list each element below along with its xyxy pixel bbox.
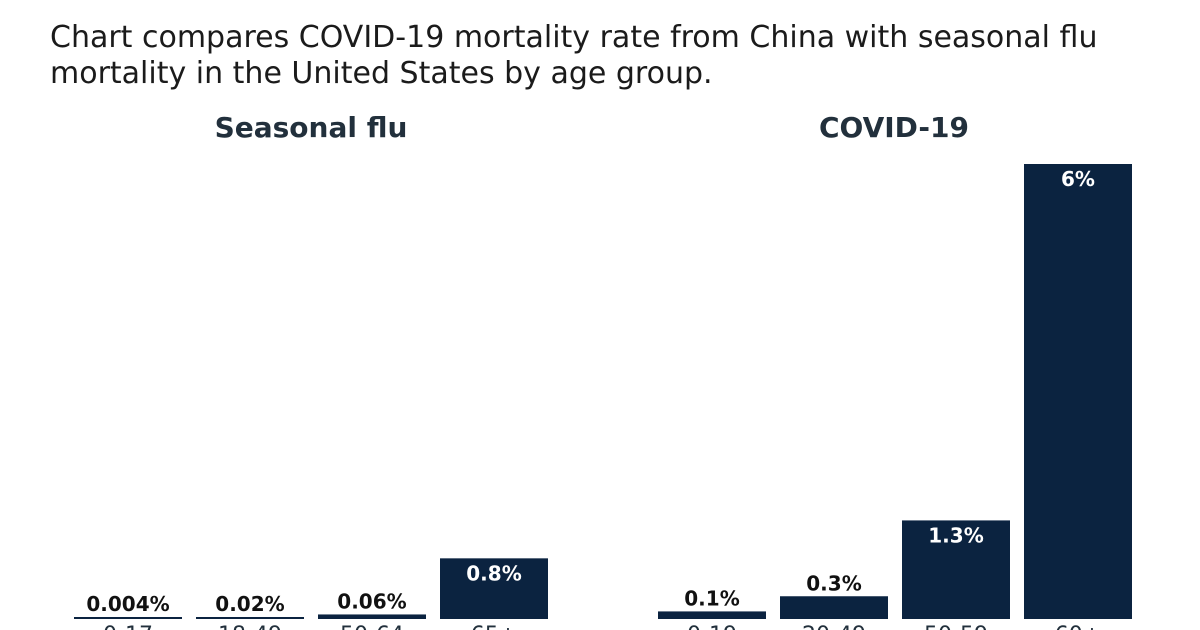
panel-title: COVID-19: [819, 111, 969, 144]
tick-label: 50-64: [340, 623, 404, 630]
bar: [1024, 164, 1132, 619]
data-label: 0.02%: [215, 592, 284, 616]
panel-covid-19: COVID-19 0.1% 0-19 0.3% 20-49 1.3% 50-59 6% 60+: [658, 111, 1132, 630]
data-label: 6%: [1061, 167, 1095, 191]
panel-seasonal-flu: Seasonal flu 0.004% 0-17 0.02% 18-49 0.06% 50-…: [74, 111, 548, 630]
data-label: 0.8%: [466, 561, 521, 585]
tick-label: 0-19: [687, 623, 737, 630]
bar: [658, 611, 766, 619]
bar: [780, 596, 888, 619]
bar: [902, 520, 1010, 619]
data-label: 0.06%: [337, 589, 406, 613]
tick-label: 50-59: [924, 623, 988, 630]
tick-label: 65+: [471, 623, 517, 630]
tick-label: 60+: [1055, 623, 1101, 630]
page-title: Chart compares COVID-19 mortality rate f…: [50, 20, 1098, 91]
data-label: 1.3%: [928, 523, 983, 547]
bar: [196, 617, 304, 619]
data-label: 0.004%: [86, 592, 169, 616]
bar: [440, 558, 548, 619]
bar: [74, 617, 182, 619]
data-label: 0.3%: [806, 571, 861, 595]
tick-label: 0-17: [103, 623, 153, 630]
tick-label: 20-49: [802, 623, 866, 630]
panel-title: Seasonal flu: [215, 111, 408, 144]
data-label: 0.1%: [684, 586, 739, 610]
tick-label: 18-49: [218, 623, 282, 630]
bar: [318, 614, 426, 619]
